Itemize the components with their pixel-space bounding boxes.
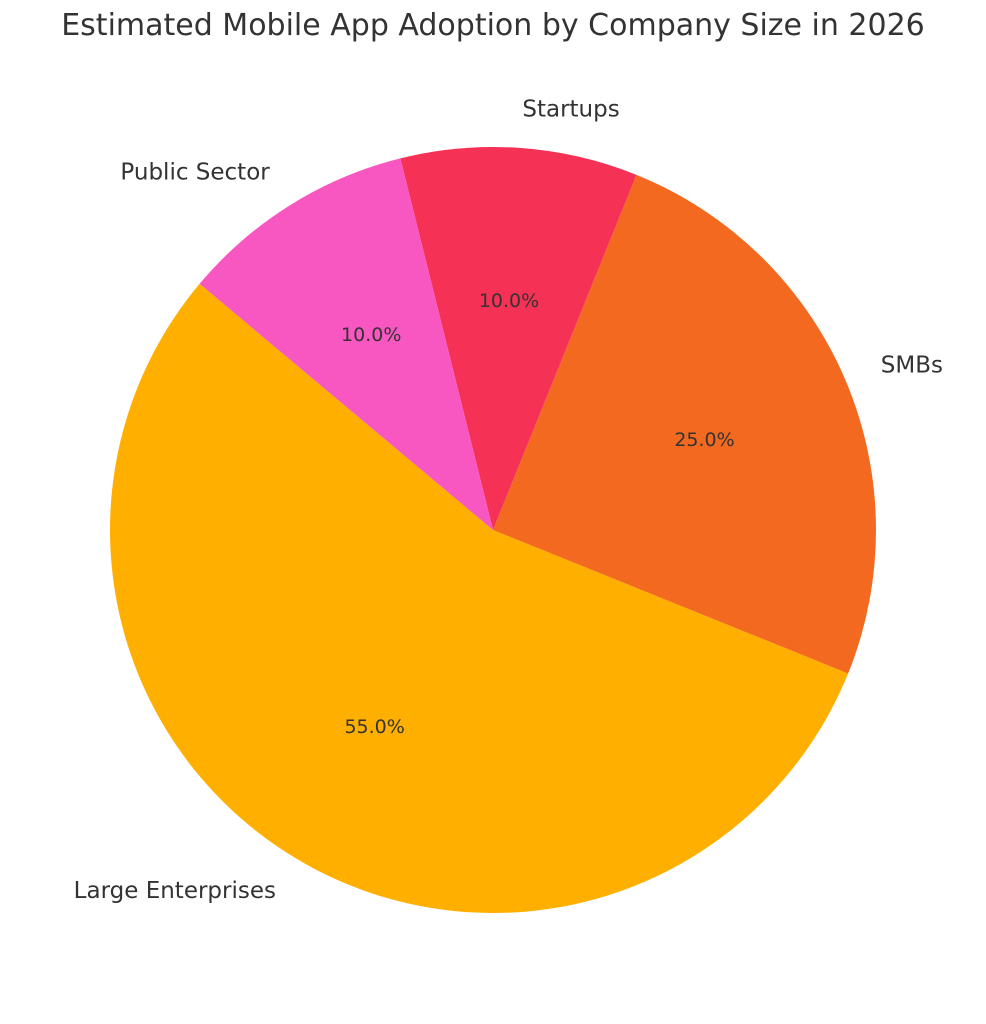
- pie-slice-smbs: [493, 174, 876, 674]
- slice-category-label: Startups: [522, 97, 619, 123]
- slice-category-label: Large Enterprises: [74, 878, 276, 904]
- slice-percent-label: 10.0%: [479, 290, 539, 312]
- slice-percent-label: 25.0%: [674, 429, 734, 451]
- slice-category-label: SMBs: [881, 352, 943, 378]
- pie-slice-public-sector: [199, 158, 493, 530]
- pie-slice-large-enterprises: [109, 283, 849, 914]
- slice-percent-label: 55.0%: [344, 716, 404, 738]
- slice-percent-label: 10.0%: [341, 324, 401, 346]
- pie-slice-startups: [400, 147, 637, 531]
- chart-title: Estimated Mobile App Adoption by Company…: [61, 8, 925, 43]
- slice-category-label: Public Sector: [120, 160, 270, 186]
